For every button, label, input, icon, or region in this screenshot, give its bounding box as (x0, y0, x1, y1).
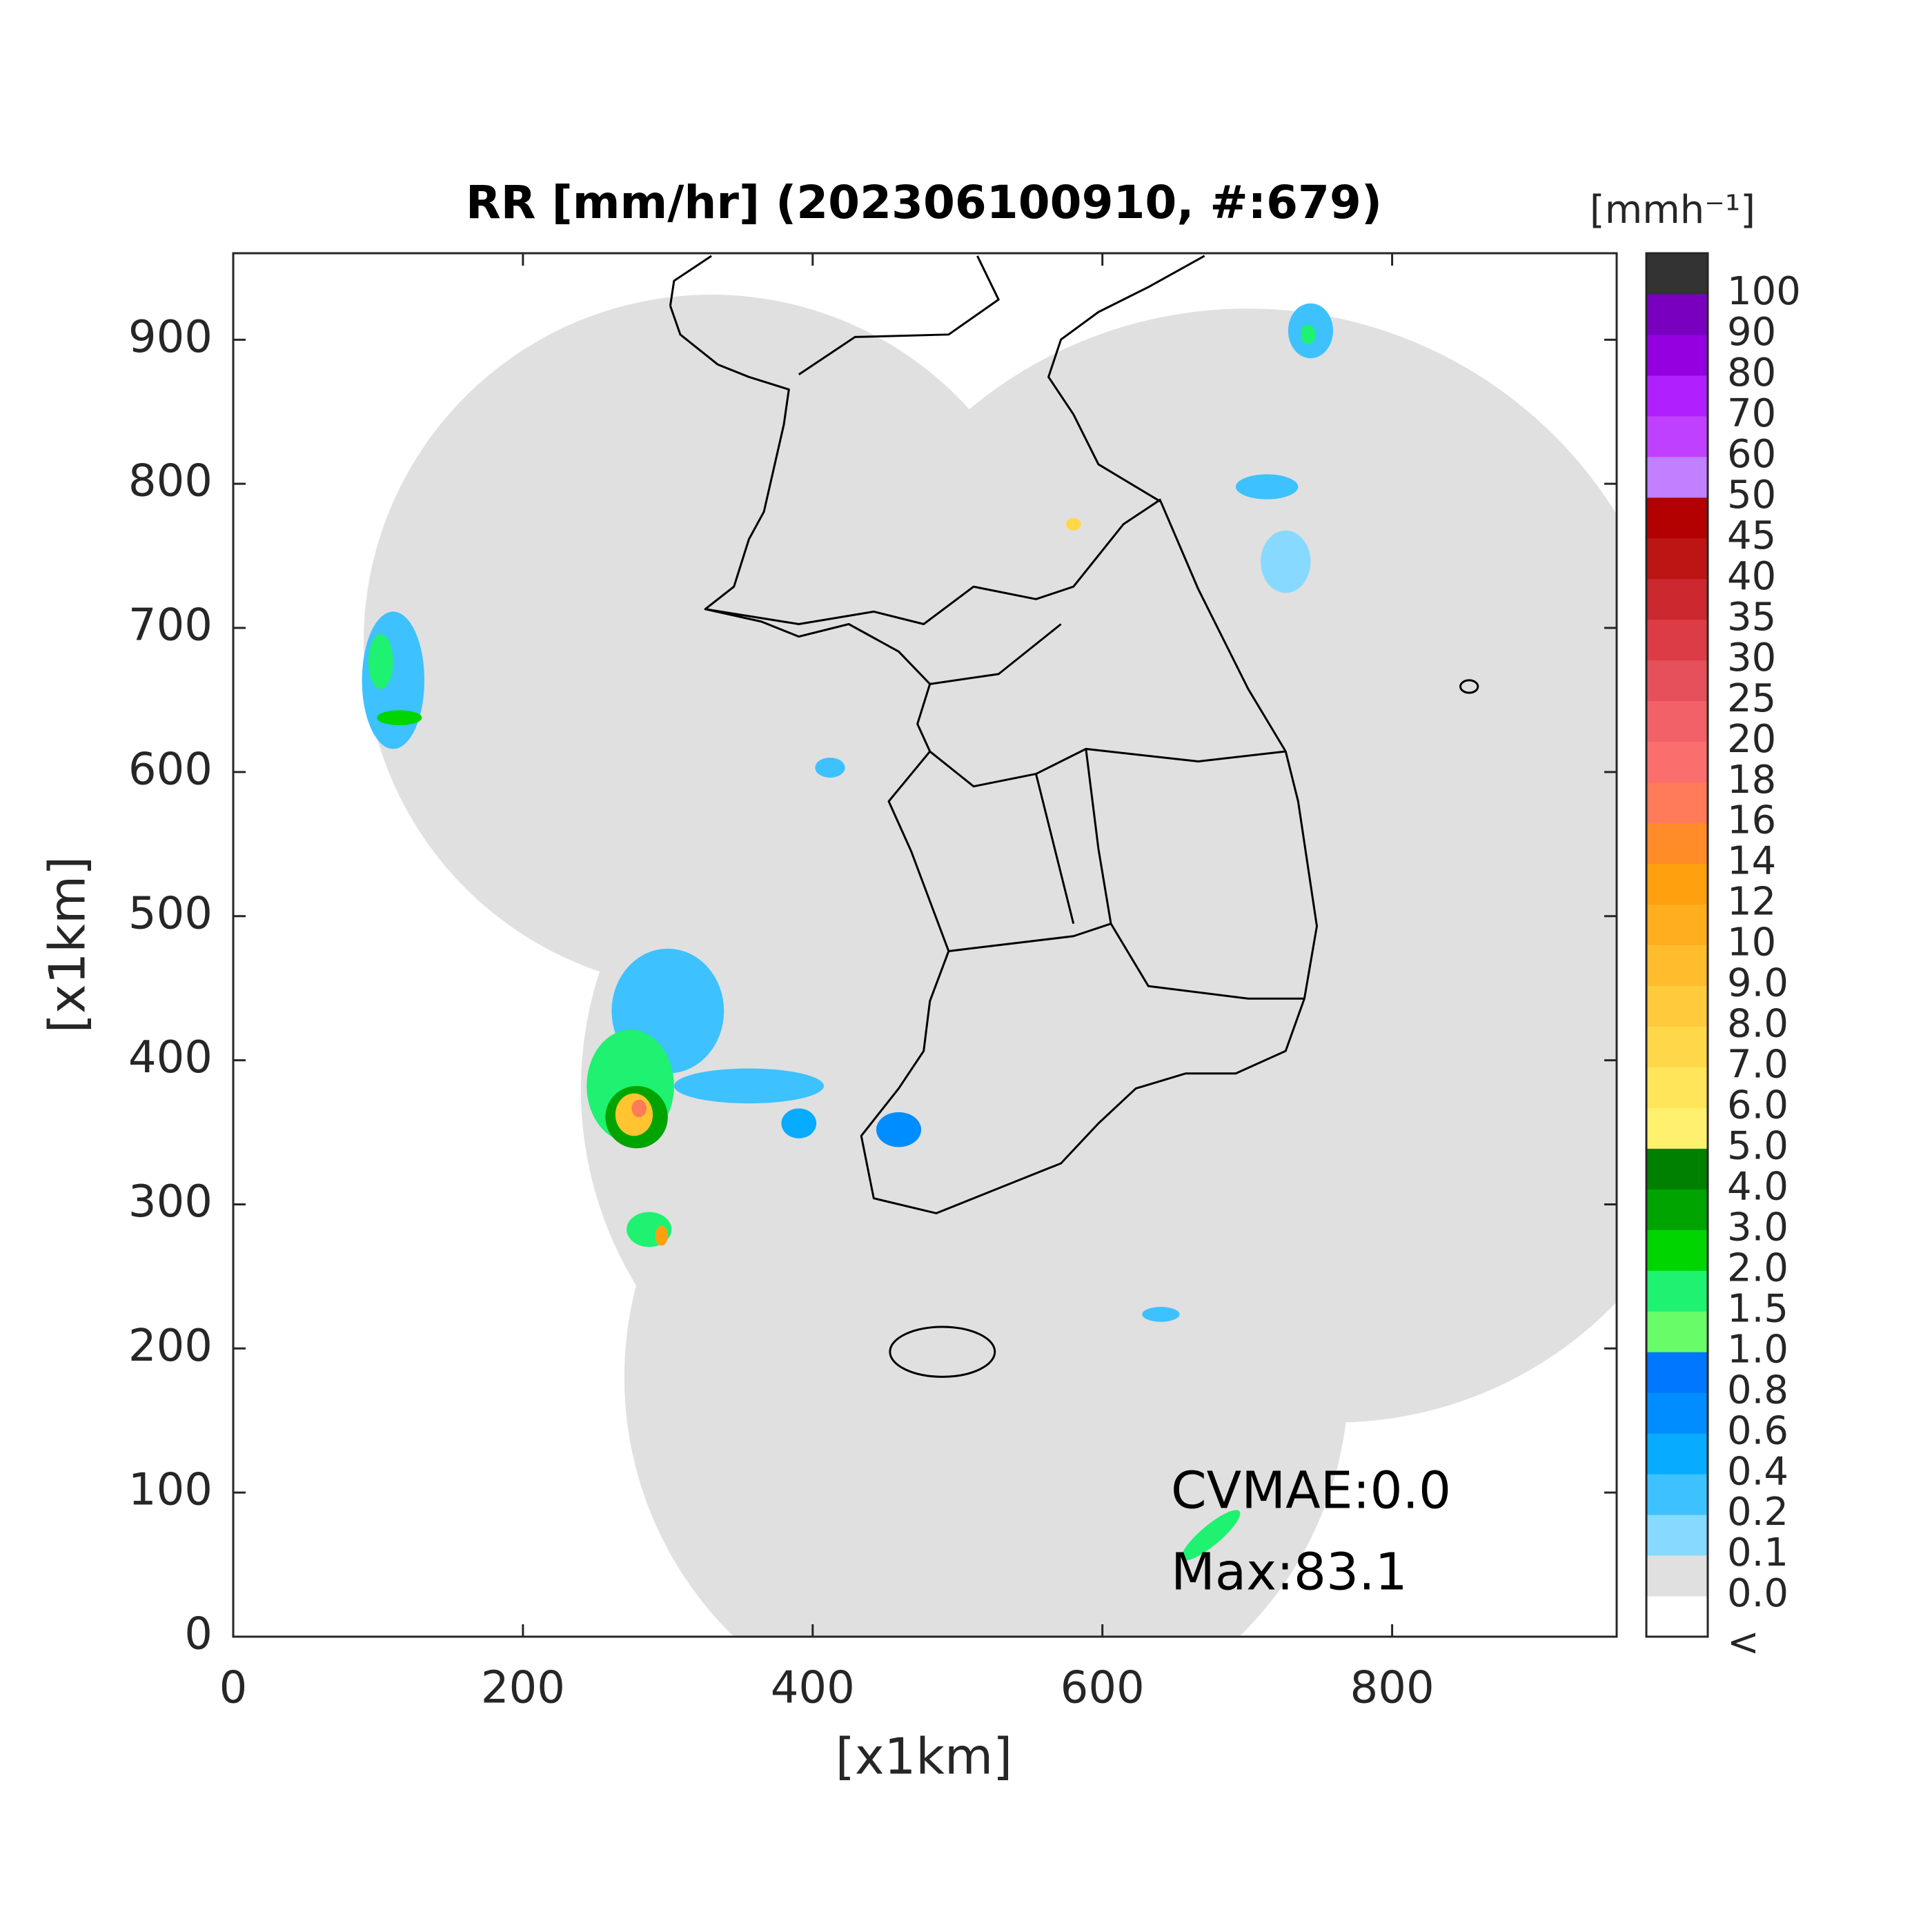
colorbar-label: < (1727, 1620, 1759, 1665)
color-band (1646, 578, 1708, 620)
color-band (1646, 660, 1708, 702)
y-tick-label: 300 (128, 1176, 213, 1228)
colorbar-label: 0.4 (1727, 1449, 1788, 1494)
colorbar-label: 7.0 (1727, 1043, 1788, 1087)
colorbar-frame (1645, 252, 1709, 1638)
color-band (1646, 945, 1708, 986)
y-axis-label: [x1km] (39, 856, 97, 1033)
y-tick-label: 100 (128, 1465, 213, 1516)
colorbar-label: 9.0 (1727, 961, 1788, 1006)
color-band (1646, 619, 1708, 661)
color-band (1646, 1555, 1708, 1597)
colorbar-label: 16 (1727, 798, 1776, 843)
color-band (1646, 1311, 1708, 1352)
colorbar-label: 20 (1727, 717, 1776, 762)
y-tick-label: 800 (128, 456, 213, 507)
color-band (1646, 497, 1708, 539)
colorbar-label: 5.0 (1727, 1123, 1788, 1168)
y-tick-label: 400 (128, 1032, 213, 1083)
color-band (1646, 253, 1708, 295)
color-band (1646, 334, 1708, 376)
radar-coverage (363, 295, 1617, 1637)
color-band (1646, 822, 1708, 865)
color-band (1646, 456, 1708, 498)
coastline (670, 256, 1477, 1377)
colorbar-label: 0.1 (1727, 1530, 1788, 1575)
chart-title: RR [mm/hr] (202306100910, #:679) (466, 176, 1382, 229)
colorbar-label: 8.0 (1727, 1002, 1788, 1047)
color-band (1646, 741, 1708, 783)
y-tick-label: 200 (128, 1321, 213, 1372)
color-band (1646, 1107, 1708, 1149)
colorbar-label: 10 (1727, 920, 1776, 965)
color-band (1646, 1352, 1708, 1393)
colorbar-label: 0.2 (1727, 1490, 1788, 1535)
x-tick-label: 600 (1061, 1663, 1145, 1714)
colorbar-title: [mmh⁻¹] (1590, 188, 1755, 233)
colorbar-label: 0.6 (1727, 1408, 1788, 1453)
colorbar-label: 45 (1727, 513, 1776, 558)
colorbar-label: 80 (1727, 351, 1776, 395)
color-band (1646, 1026, 1708, 1067)
color-band (1646, 1270, 1708, 1312)
color-band (1646, 782, 1708, 824)
y-tick-label: 900 (128, 312, 213, 363)
color-band (1646, 1596, 1708, 1637)
color-band (1646, 863, 1708, 905)
colorbar-label: 6.0 (1727, 1083, 1788, 1128)
color-band (1646, 538, 1708, 580)
color-band (1646, 415, 1708, 457)
coverage-disk (580, 712, 1334, 1466)
color-band (1646, 904, 1708, 945)
colorbar-label: 60 (1727, 432, 1776, 477)
annotation: Max:83.1 (1171, 1543, 1408, 1602)
color-band (1646, 1474, 1708, 1515)
x-tick-label: 0 (219, 1663, 248, 1714)
map-layer (362, 256, 1478, 1561)
color-band (1646, 1148, 1708, 1190)
x-tick-label: 200 (481, 1663, 565, 1714)
y-tick-label: 0 (184, 1609, 213, 1660)
x-tick-label: 400 (771, 1663, 855, 1714)
rain-echoes (362, 303, 1334, 1561)
colorbar-label: 3.0 (1727, 1205, 1788, 1250)
color-band (1646, 700, 1708, 742)
colorbar-label: 0.0 (1727, 1571, 1788, 1616)
colorbar-label: 40 (1727, 554, 1776, 599)
colorbar-label: 4.0 (1727, 1164, 1788, 1209)
color-band (1646, 1515, 1708, 1556)
colorbar-label: 2.0 (1727, 1245, 1788, 1290)
color-band (1646, 1189, 1708, 1230)
color-band (1646, 985, 1708, 1027)
colorbar-label: 18 (1727, 758, 1776, 802)
colorbar-label: 0.8 (1727, 1368, 1788, 1412)
colorbar-label: 25 (1727, 676, 1776, 721)
colorbar-label: 30 (1727, 635, 1776, 680)
colorbar-label: 100 (1727, 269, 1801, 314)
colorbar-label: 35 (1727, 595, 1776, 640)
color-band (1646, 1230, 1708, 1271)
colorbar-label: 1.5 (1727, 1286, 1788, 1331)
color-band (1646, 1067, 1708, 1108)
colorbar-label: 1.0 (1727, 1327, 1788, 1372)
x-tick-label: 800 (1350, 1663, 1435, 1714)
color-band (1646, 293, 1708, 335)
color-band (1646, 1392, 1708, 1434)
color-band (1646, 1433, 1708, 1475)
colorbar-label: 14 (1727, 839, 1776, 884)
colorbar-label: 70 (1727, 391, 1776, 436)
colorbar-label: 12 (1727, 880, 1776, 925)
y-tick-label: 600 (128, 744, 213, 795)
x-axis-label: [x1km] (836, 1728, 1012, 1786)
colorbar-label: 50 (1727, 473, 1776, 518)
color-band (1646, 375, 1708, 417)
y-tick-label: 700 (128, 600, 213, 651)
y-tick-label: 500 (128, 888, 213, 939)
annotation: CVMAE:0.0 (1171, 1461, 1451, 1521)
colorbar-label: 90 (1727, 310, 1776, 355)
plot-frame (232, 252, 1618, 1638)
